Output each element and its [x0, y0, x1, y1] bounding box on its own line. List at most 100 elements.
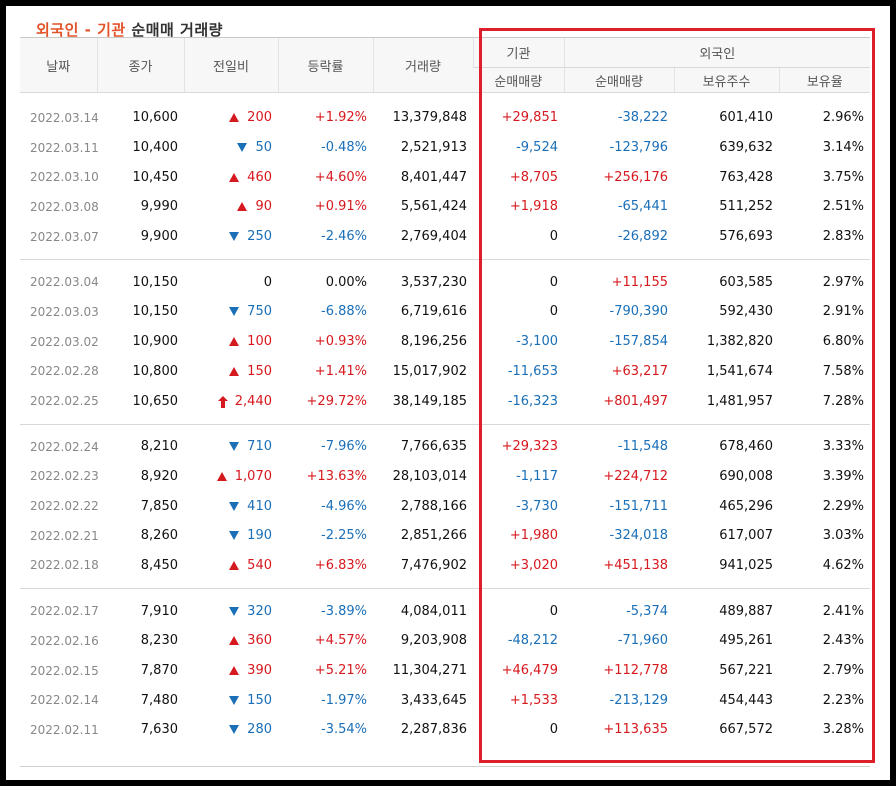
change-value: 360: [247, 633, 272, 649]
group-spacer: [20, 260, 870, 268]
header-institution: 기관: [472, 37, 564, 68]
change-value: 540: [247, 557, 272, 573]
cell-inst-net: +1,980: [509, 528, 558, 544]
cell-foreign-net: +63,217: [611, 363, 668, 379]
cell-foreign-ratio: 3.14%: [822, 140, 865, 156]
cell-date: 2022.02.21: [30, 528, 99, 543]
table-row: 2022.02.25 10,650 2,440 +29.72% 38,149,185 -1…: [20, 386, 870, 416]
cell-volume: 8,401,447: [400, 169, 467, 185]
cell-close: 7,480: [140, 692, 178, 708]
cell-date: 2022.02.18: [30, 558, 99, 573]
cell-date: 2022.03.04: [30, 275, 99, 290]
cell-rate: +1.41%: [314, 363, 367, 379]
cell-foreign-net: -790,390: [609, 304, 668, 320]
table-row: 2022.02.16 8,230 360 +4.57% 9,203,908 -48,212…: [20, 626, 870, 656]
table-bottom-divider: [20, 766, 870, 767]
cell-foreign-net: +256,176: [603, 169, 668, 185]
cell-date: 2022.03.10: [30, 170, 99, 185]
cell-foreign-ratio: 2.79%: [822, 663, 865, 679]
cell-rate: +0.93%: [314, 334, 367, 350]
table-row: 2022.02.15 7,870 390 +5.21% 11,304,271 +46,47…: [20, 656, 870, 686]
cell-foreign-net: -11,548: [617, 439, 668, 455]
cell-inst-net: +29,323: [501, 439, 558, 455]
cell-foreign-net: -324,018: [609, 528, 668, 544]
cell-close: 10,650: [132, 393, 179, 409]
triangle-down-icon: [237, 143, 248, 153]
cell-close: 8,210: [140, 439, 178, 455]
cell-foreign-hold: 617,007: [719, 528, 773, 544]
table-row: 2022.02.22 7,850 410 -4.96% 2,788,166 -3,730 -…: [20, 491, 870, 521]
cell-rate: +6.83%: [314, 557, 367, 573]
triangle-up-icon: [229, 666, 240, 676]
cell-rate: -0.48%: [321, 140, 367, 156]
cell-inst-net: -48,212: [507, 633, 558, 649]
cell-change: 750: [184, 297, 278, 327]
triangle-down-icon: [229, 501, 240, 511]
cell-date: 2022.03.03: [30, 304, 99, 319]
cell-inst-net: -11,653: [507, 363, 558, 379]
cell-change: 200: [184, 103, 278, 133]
cell-change: 410: [184, 491, 278, 521]
cell-foreign-hold: 454,443: [719, 692, 773, 708]
cell-close: 8,260: [140, 528, 178, 544]
cell-foreign-ratio: 7.58%: [822, 363, 865, 379]
cell-foreign-ratio: 2.23%: [822, 692, 865, 708]
triangle-up-icon: [229, 113, 240, 123]
cell-close: 9,990: [140, 199, 178, 215]
cell-volume: 2,851,266: [400, 528, 467, 544]
cell-foreign-hold: 1,382,820: [706, 334, 773, 350]
triangle-down-icon: [229, 442, 240, 452]
cell-volume: 13,379,848: [392, 110, 467, 126]
cell-rate: +13.63%: [306, 468, 367, 484]
change-value: 190: [247, 528, 272, 544]
cell-inst-net: 0: [549, 603, 558, 619]
header-foreign: 외국인: [563, 37, 871, 68]
triangle-up-icon: [216, 471, 227, 481]
cell-close: 10,600: [132, 110, 179, 126]
cell-close: 7,850: [140, 498, 178, 514]
table-row: 2022.02.18 8,450 540 +6.83% 7,476,902 +3,020 +…: [20, 551, 870, 581]
cell-rate: +4.60%: [314, 169, 367, 185]
cell-foreign-hold: 667,572: [719, 722, 773, 738]
table-body: 2022.03.14 10,600 200 +1.92% 13,379,848 +29,8…: [20, 93, 871, 745]
cell-volume: 11,304,271: [392, 663, 467, 679]
cell-inst-net: +8,705: [509, 169, 558, 185]
cell-rate: -4.96%: [321, 498, 367, 514]
cell-volume: 2,287,836: [400, 722, 467, 738]
triangle-down-icon: [229, 725, 240, 735]
cell-foreign-ratio: 6.80%: [822, 334, 865, 350]
cell-close: 7,870: [140, 663, 178, 679]
cell-foreign-hold: 763,428: [719, 169, 773, 185]
table-row: 2022.02.24 8,210 710 -7.96% 7,766,635 +29,323…: [20, 432, 870, 462]
header-date: 날짜: [20, 37, 97, 93]
table-row: 2022.02.28 10,800 150 +1.41% 15,017,902 -11,6…: [20, 357, 870, 387]
table-row: 2022.02.14 7,480 150 -1.97% 3,433,645 +1,533 -…: [20, 685, 870, 715]
cell-date: 2022.02.25: [30, 394, 99, 409]
cell-change: 90: [184, 192, 278, 222]
cell-foreign-ratio: 2.43%: [822, 633, 865, 649]
cell-change: 190: [184, 521, 278, 551]
cell-date: 2022.03.07: [30, 229, 99, 244]
cell-inst-net: +29,851: [501, 110, 558, 126]
cell-foreign-ratio: 2.29%: [822, 498, 865, 514]
cell-inst-net: +46,479: [501, 663, 558, 679]
cell-date: 2022.03.11: [30, 140, 99, 155]
cell-change: 460: [184, 162, 278, 192]
cell-inst-net: +3,020: [509, 557, 558, 573]
header-foreign-net: 순매매량: [563, 67, 674, 93]
triangle-down-icon: [229, 606, 240, 616]
cell-date: 2022.03.08: [30, 199, 99, 214]
cell-volume: 4,084,011: [400, 603, 467, 619]
cell-date: 2022.02.15: [30, 663, 99, 678]
cell-rate: +1.92%: [314, 110, 367, 126]
cell-change: 2,440: [184, 386, 278, 416]
cell-foreign-ratio: 2.41%: [822, 603, 865, 619]
cell-date: 2022.02.24: [30, 439, 99, 454]
triangle-up-icon: [229, 560, 240, 570]
cell-inst-net: -1,117: [516, 468, 558, 484]
table-row: 2022.02.11 7,630 280 -3.54% 2,287,836 0 +113,6…: [20, 715, 870, 745]
cell-date: 2022.02.11: [30, 722, 99, 737]
cell-volume: 15,017,902: [392, 363, 467, 379]
cell-volume: 7,476,902: [400, 557, 467, 573]
cell-foreign-ratio: 2.51%: [822, 199, 865, 215]
